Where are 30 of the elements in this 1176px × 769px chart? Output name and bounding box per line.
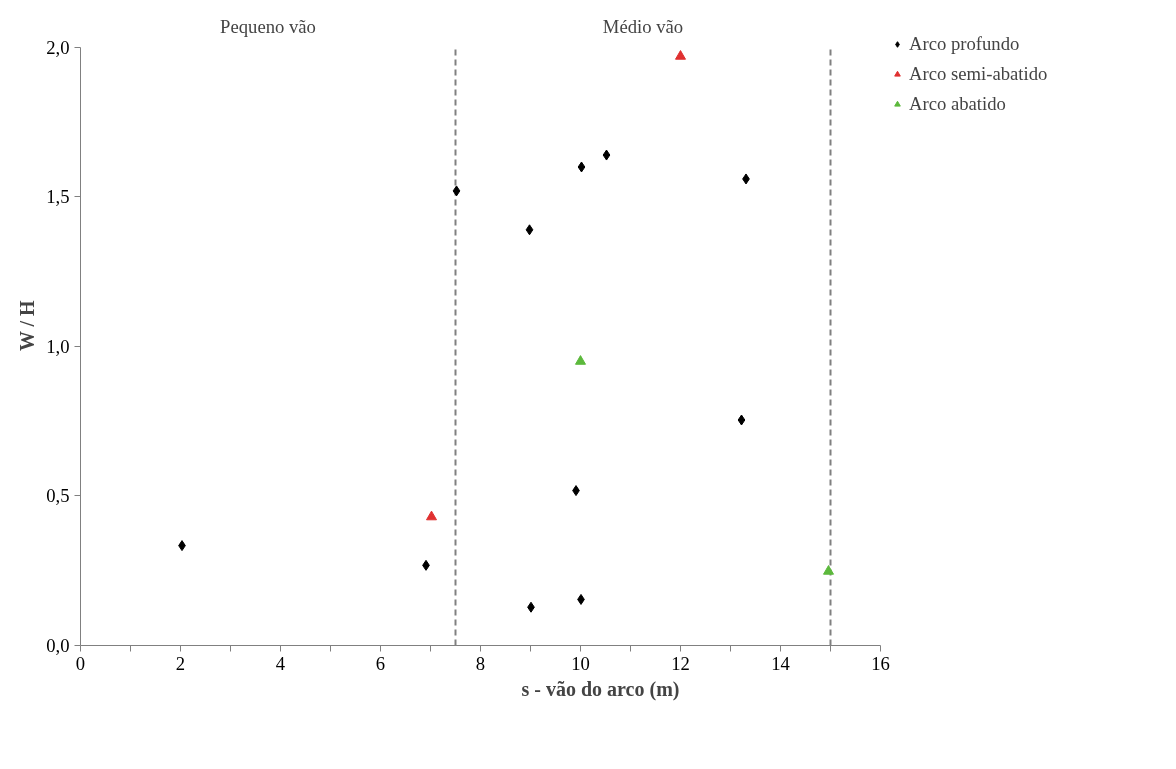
y-tick-label: 0,0 xyxy=(46,635,70,656)
x-tick-label: 2 xyxy=(175,652,186,674)
point xyxy=(577,161,586,173)
legend-label: Arco profundo xyxy=(909,33,1020,55)
point xyxy=(737,414,746,426)
x-tick-label: 4 xyxy=(275,652,286,674)
legend-label: Arco abatido xyxy=(909,93,1006,115)
x-tick-label: 6 xyxy=(375,652,386,674)
x-tick-label: 12 xyxy=(671,652,690,674)
x-tick-label: 10 xyxy=(571,652,590,674)
point xyxy=(525,224,534,236)
y-tick-label: 2,0 xyxy=(46,36,70,58)
x-axis-title: s - vão do arco (m) xyxy=(521,677,680,701)
point xyxy=(426,510,437,521)
text: Médio vão xyxy=(602,16,684,38)
y-tick-label: 1,5 xyxy=(46,186,70,208)
point xyxy=(823,565,834,575)
point xyxy=(575,355,586,365)
point xyxy=(602,149,611,161)
x-tick-label: 0 xyxy=(75,652,86,674)
legend-label: Arco semi-abatido xyxy=(909,63,1048,85)
y-tick-label: 1,0 xyxy=(46,335,70,357)
x-tick-label: 16 xyxy=(871,652,890,674)
point xyxy=(452,185,461,197)
y-tick-label: 0,5 xyxy=(46,485,70,507)
x-tick-label: 14 xyxy=(771,652,791,674)
text: Pequeno vão xyxy=(220,16,316,38)
point xyxy=(675,50,686,60)
x-tick-label: 8 xyxy=(475,652,486,674)
y-axis-title: W / H xyxy=(16,299,39,352)
